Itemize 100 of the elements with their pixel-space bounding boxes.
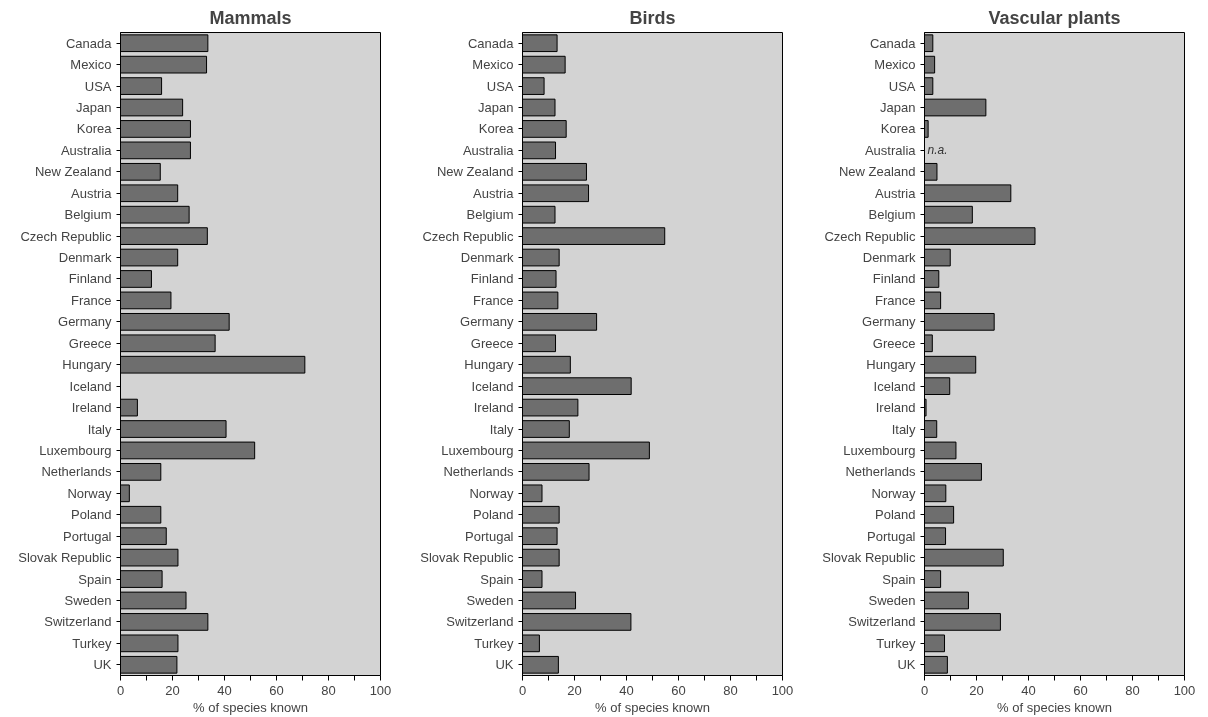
y-tick-label: Czech Republic xyxy=(824,228,916,244)
x-tick-label: 60 xyxy=(269,682,284,698)
y-tick-label: Portugal xyxy=(63,528,112,544)
x-tick-label: 0 xyxy=(518,682,527,698)
x-axis-title: % of species known xyxy=(193,699,308,715)
y-tick-label: Spain xyxy=(78,571,112,587)
x-tick-label: 0 xyxy=(116,682,125,698)
y-tick-label: Mexico xyxy=(472,57,514,73)
y-tick-label: Denmark xyxy=(58,250,112,266)
y-tick-label: Germany xyxy=(58,314,112,330)
y-tick-label: Hungary xyxy=(866,357,916,373)
y-tick-label: Czech Republic xyxy=(20,228,112,244)
y-tick-label: Mexico xyxy=(874,57,916,73)
x-tick-label: 80 xyxy=(321,682,336,698)
y-tick-label: Germany xyxy=(862,314,916,330)
x-tick-label: 40 xyxy=(1021,682,1036,698)
y-tick-label: Korea xyxy=(880,121,917,137)
x-tick-label: 0 xyxy=(920,682,929,698)
y-tick-label: USA xyxy=(888,78,916,94)
y-tick-label: Switzerland xyxy=(848,614,916,630)
y-tick-label: Spain xyxy=(882,571,916,587)
y-tick-label: Luxembourg xyxy=(39,442,112,458)
y-tick-label: USA xyxy=(84,78,112,94)
y-tick-label: Poland xyxy=(473,507,514,523)
y-tick-label: New Zealand xyxy=(838,164,916,180)
y-tick-label: Ireland xyxy=(875,400,916,416)
x-tick-label: 80 xyxy=(1125,682,1140,698)
chart-title: Mammals xyxy=(209,7,292,28)
y-tick-label: Turkey xyxy=(876,635,916,651)
y-tick-label: Italy xyxy=(489,421,514,437)
chart-title: Birds xyxy=(629,7,676,28)
x-tick-label: 60 xyxy=(1073,682,1088,698)
y-tick-label: UK xyxy=(93,657,112,673)
y-tick-label: Norway xyxy=(67,485,112,501)
y-tick-label: Norway xyxy=(469,485,514,501)
y-tick-label: Hungary xyxy=(62,357,112,373)
y-tick-label: Portugal xyxy=(465,528,514,544)
y-tick-label: Hungary xyxy=(464,357,514,373)
y-tick-label: Canada xyxy=(65,35,113,51)
x-tick-label: 40 xyxy=(619,682,634,698)
y-tick-label: Poland xyxy=(875,507,916,523)
y-tick-label: Slovak Republic xyxy=(18,550,112,566)
y-tick-label: UK xyxy=(495,657,514,673)
y-tick-label: Canada xyxy=(467,35,515,51)
y-tick-label: Belgium xyxy=(466,207,514,223)
y-tick-label: Sweden xyxy=(466,592,514,608)
y-tick-label: Korea xyxy=(76,121,113,137)
y-tick-label: Mexico xyxy=(70,57,112,73)
y-tick-label: Australia xyxy=(60,142,113,158)
y-tick-label: Poland xyxy=(71,507,112,523)
y-tick-label: Australia xyxy=(462,142,515,158)
y-tick-label: Italy xyxy=(87,421,112,437)
y-tick-label: Iceland xyxy=(69,378,112,394)
y-tick-label: Austria xyxy=(875,185,917,201)
y-tick-label: Spain xyxy=(480,571,514,587)
x-tick-label: 80 xyxy=(723,682,738,698)
y-tick-label: Korea xyxy=(478,121,515,137)
y-tick-label: Norway xyxy=(871,485,916,501)
y-tick-label: Denmark xyxy=(460,250,514,266)
x-tick-label: 100 xyxy=(771,682,794,698)
y-tick-label: Iceland xyxy=(873,378,916,394)
y-tick-label: Netherlands xyxy=(41,464,112,480)
y-tick-label: Turkey xyxy=(474,635,514,651)
y-tick-label: Czech Republic xyxy=(422,228,514,244)
y-tick-label: France xyxy=(473,292,514,308)
y-tick-label: Luxembourg xyxy=(441,442,514,458)
y-tick-label: Iceland xyxy=(471,378,514,394)
y-tick-label: Ireland xyxy=(473,400,514,416)
y-tick-label: Slovak Republic xyxy=(822,550,916,566)
y-tick-label: Japan xyxy=(76,100,112,116)
y-tick-label: Finland xyxy=(68,271,112,287)
chart-title: Vascular plants xyxy=(988,7,1121,28)
y-tick-label: Finland xyxy=(872,271,916,287)
y-tick-label: Turkey xyxy=(72,635,112,651)
x-tick-label: 60 xyxy=(671,682,686,698)
y-tick-label: Australia xyxy=(864,142,917,158)
y-tick-label: Greece xyxy=(872,335,916,351)
x-tick-label: 40 xyxy=(217,682,232,698)
y-tick-label: Ireland xyxy=(71,400,112,416)
y-tick-label: Austria xyxy=(71,185,113,201)
x-tick-label: 20 xyxy=(567,682,582,698)
y-tick-label: Austria xyxy=(473,185,515,201)
y-tick-label: Denmark xyxy=(862,250,916,266)
annotation: n.a. xyxy=(927,143,948,158)
y-tick-label: Slovak Republic xyxy=(420,550,514,566)
y-tick-label: Japan xyxy=(478,100,514,116)
y-tick-label: Sweden xyxy=(64,592,112,608)
x-tick-label: 100 xyxy=(1173,682,1196,698)
y-tick-label: Belgium xyxy=(868,207,916,223)
y-tick-label: Netherlands xyxy=(443,464,514,480)
x-tick-label: 20 xyxy=(165,682,180,698)
y-tick-label: Switzerland xyxy=(446,614,514,630)
y-tick-label: Greece xyxy=(68,335,112,351)
y-tick-label: Belgium xyxy=(64,207,112,223)
y-tick-label: Finland xyxy=(470,271,514,287)
x-tick-label: 100 xyxy=(369,682,392,698)
x-tick-label: 20 xyxy=(969,682,984,698)
y-tick-label: Portugal xyxy=(867,528,916,544)
y-tick-label: USA xyxy=(486,78,514,94)
x-axis-title: % of species known xyxy=(595,699,710,715)
